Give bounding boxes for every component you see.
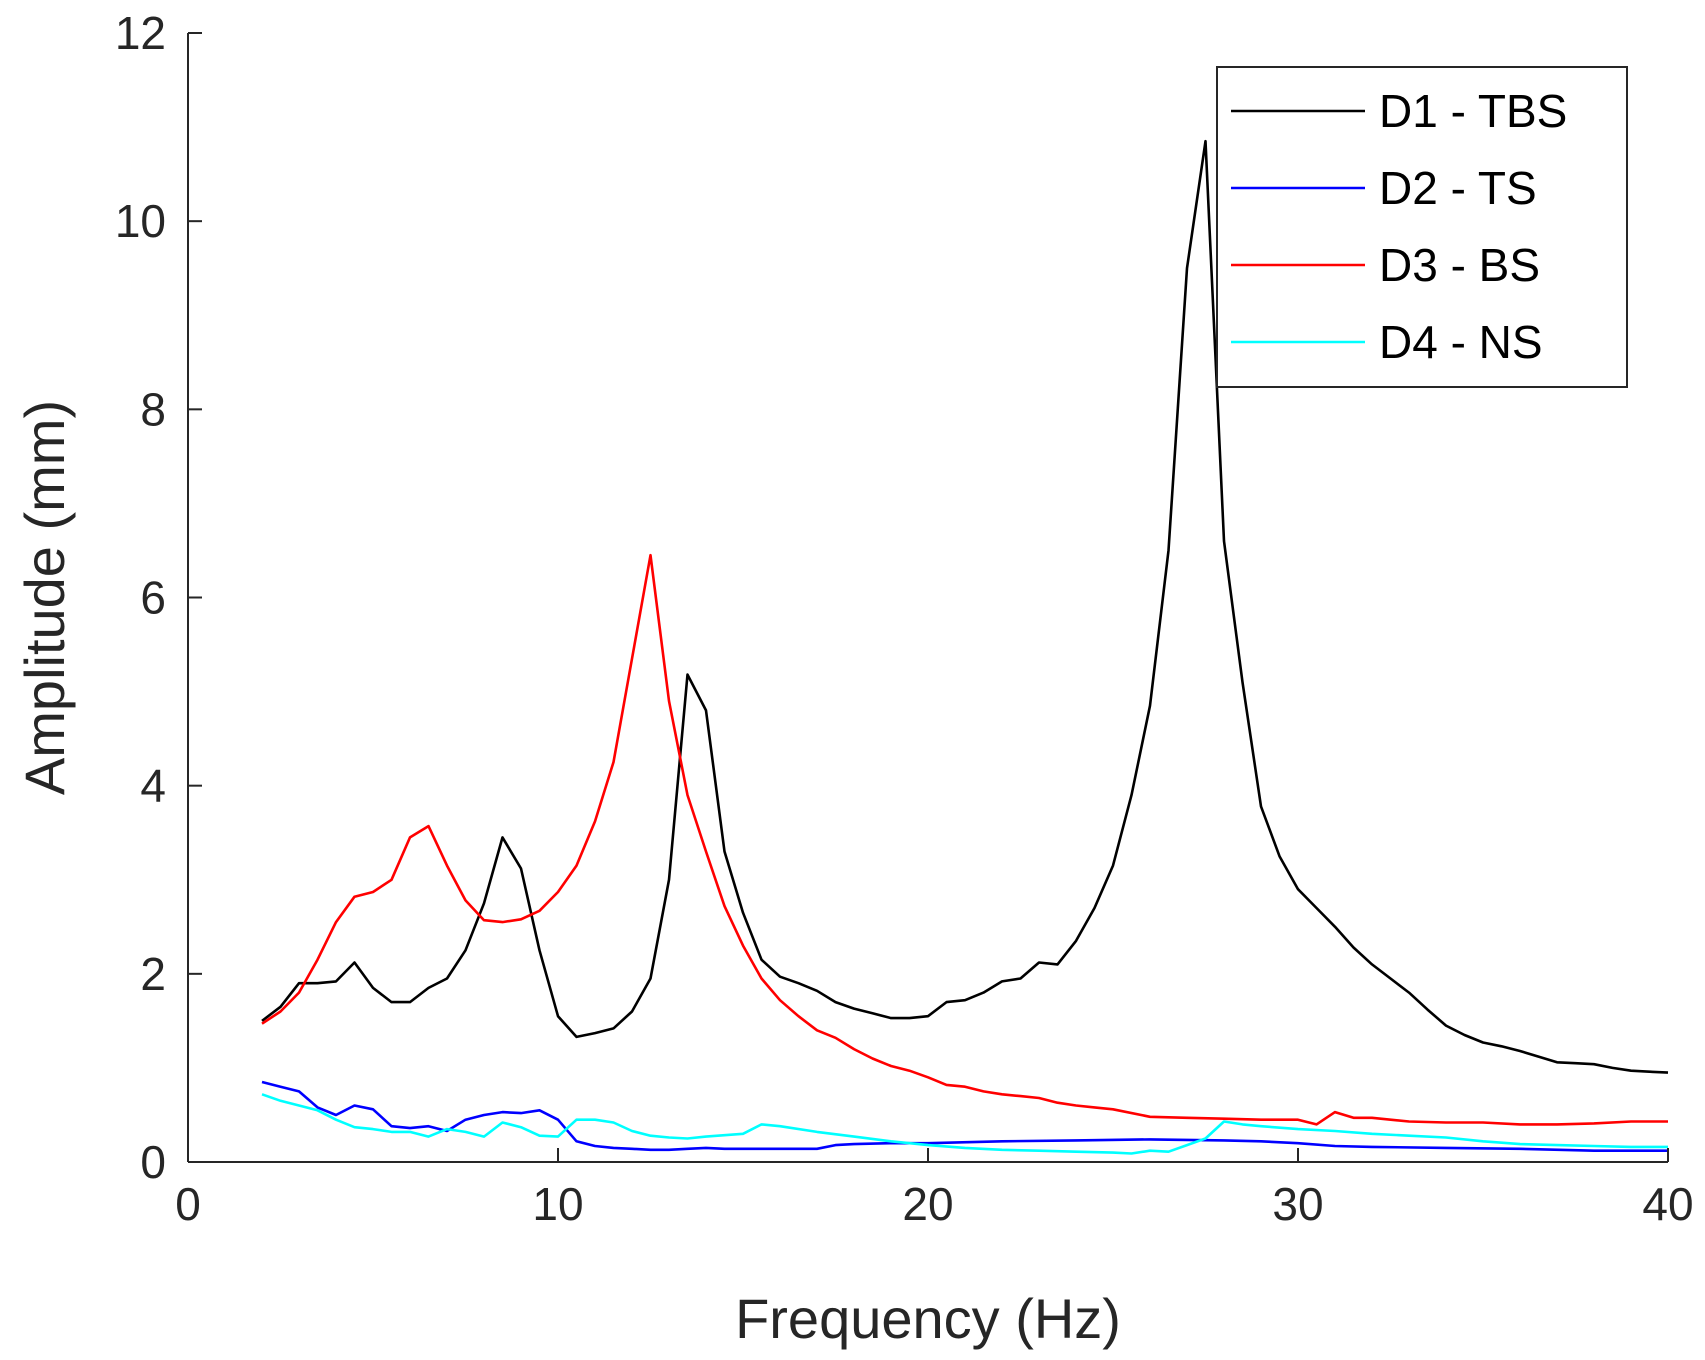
legend-box	[1216, 66, 1628, 388]
series-line-4	[261, 1093, 1668, 1155]
legend-label-4: D4 - NS	[1379, 316, 1543, 368]
series-line-2	[261, 1080, 1668, 1152]
series-line-3	[261, 553, 1668, 1126]
x-tick-label: 40	[1642, 1178, 1693, 1230]
x-axis-title: Frequency (Hz)	[735, 1287, 1121, 1350]
x-tick-label: 30	[1272, 1178, 1323, 1230]
y-tick-label: 2	[140, 948, 166, 1000]
legend-label-3: D3 - BS	[1379, 239, 1540, 291]
y-axis-title: Amplitude (mm)	[13, 400, 76, 795]
x-tick-label: 10	[532, 1178, 583, 1230]
series-line-1	[261, 139, 1669, 1074]
axes	[187, 32, 1669, 1163]
y-tick-label: 6	[140, 572, 166, 624]
series-layer	[261, 139, 1669, 1155]
y-tick-label: 10	[115, 195, 166, 247]
x-tick-label: 20	[902, 1178, 953, 1230]
legend-label-1: D1 - TBS	[1379, 85, 1567, 137]
y-tick-label: 12	[115, 7, 166, 59]
x-tick-label: 0	[175, 1178, 201, 1230]
y-tick-label: 4	[140, 760, 166, 812]
y-tick-label: 8	[140, 383, 166, 435]
legend-label-2: D2 - TS	[1379, 162, 1537, 214]
y-tick-label: 0	[140, 1136, 166, 1188]
tick-labels: 0 10 20 30 40 0 2 4 6 8 10 12	[115, 7, 1694, 1230]
legend: D1 - TBS D2 - TS D3 - BS D4 - NS	[1216, 66, 1628, 388]
